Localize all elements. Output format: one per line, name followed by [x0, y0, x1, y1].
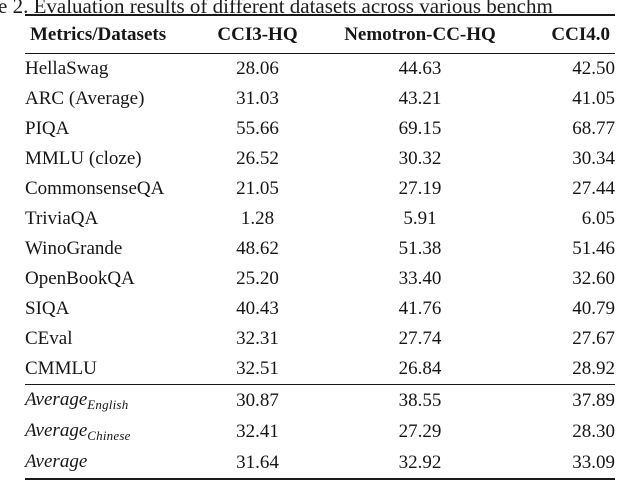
- value-cell: 30.87: [236, 389, 279, 411]
- value-cell: 51.38: [398, 238, 442, 259]
- value-cell: 28.30: [572, 420, 615, 442]
- table-row: HellaSwag 28.06 44.63 42.50: [25, 54, 615, 85]
- value-cell: 26.84: [398, 358, 442, 379]
- average-label: Average: [25, 419, 88, 441]
- table-row: WinoGrande 48.62 51.38 51.46: [25, 234, 615, 264]
- value-cell: 25.20: [236, 268, 279, 289]
- metric-cell: ARC (Average): [25, 88, 145, 109]
- metric-cell: HellaSwag: [25, 58, 109, 79]
- metric-cell: MMLU (cloze): [25, 148, 142, 169]
- value-cell: 31.03: [236, 88, 279, 109]
- value-cell: 40.79: [572, 298, 615, 319]
- table-caption: e 2. Evaluation results of different dat…: [0, 0, 553, 18]
- value-cell: 37.89: [572, 389, 615, 411]
- value-cell: 32.31: [236, 328, 279, 349]
- value-cell: 48.62: [236, 238, 279, 259]
- metric-cell: CEval: [25, 328, 73, 349]
- value-cell: 27.29: [398, 420, 442, 442]
- table-row: CMMLU 32.51 26.84 28.92: [25, 354, 615, 385]
- value-cell: 41.05: [572, 88, 615, 109]
- value-cell: 21.05: [236, 178, 279, 199]
- value-cell: 27.19: [398, 178, 442, 199]
- value-cell: 31.64: [236, 451, 279, 473]
- table-row: CEval 32.31 27.74 27.67: [25, 324, 615, 354]
- value-cell: 28.92: [572, 358, 615, 379]
- table-row: OpenBookQA 25.20 33.40 32.60: [25, 264, 615, 294]
- value-cell: 27.67: [572, 328, 615, 349]
- metric-cell: CMMLU: [25, 358, 97, 379]
- value-cell: 32.51: [236, 358, 279, 379]
- value-cell: 51.46: [572, 238, 615, 259]
- column-header-cci3-hq: CCI3-HQ: [217, 23, 298, 45]
- table-row: CommonsenseQA 21.05 27.19 27.44: [25, 174, 615, 204]
- table-row: TriviaQA 1.28 5.91 6.05: [25, 204, 615, 234]
- value-cell: 33.40: [398, 268, 442, 289]
- metric-cell: WinoGrande: [25, 238, 123, 259]
- table-row: PIQA 55.66 69.15 68.77: [25, 114, 615, 144]
- table-row: SIQA 40.43 41.76 40.79: [25, 294, 615, 324]
- column-header-nemotron: Nemotron-CC-HQ: [344, 23, 496, 45]
- column-header-metrics: Metrics/Datasets: [30, 23, 167, 45]
- value-cell: 32.60: [572, 268, 615, 289]
- value-cell: 28.06: [236, 58, 279, 79]
- value-cell: 5.91: [403, 208, 437, 229]
- value-cell: 40.43: [236, 298, 279, 319]
- value-cell: 55.66: [236, 118, 279, 139]
- column-header-cci4: CCI4.0: [551, 23, 610, 45]
- value-cell: 26.52: [236, 148, 279, 169]
- value-cell: 1.28: [240, 208, 275, 229]
- metric-cell: CommonsenseQA: [25, 178, 165, 199]
- value-cell: 27.74: [398, 328, 442, 349]
- table-row: MMLU (cloze) 26.52 30.32 30.34: [25, 144, 615, 174]
- value-cell: 38.55: [398, 389, 442, 411]
- metric-cell: PIQA: [25, 118, 70, 139]
- value-cell: 33.09: [572, 451, 615, 473]
- average-row: Average 31.64 32.92 33.09: [25, 447, 615, 479]
- metric-cell: SIQA: [25, 298, 70, 319]
- value-cell: 41.76: [398, 298, 442, 319]
- metric-cell: OpenBookQA: [25, 268, 135, 289]
- evaluation-results-table: Metrics/Datasets CCI3-HQ Nemotron-CC-HQ …: [25, 14, 615, 480]
- value-cell: 6.05: [581, 208, 615, 229]
- average-subscript: English: [87, 396, 129, 412]
- value-cell: 32.92: [398, 451, 442, 473]
- average-label-cell: AverageEnglish: [25, 385, 190, 417]
- value-cell: 30.34: [572, 148, 615, 169]
- value-cell: 69.15: [398, 118, 442, 139]
- value-cell: 68.77: [572, 118, 615, 139]
- metric-cell: TriviaQA: [25, 208, 99, 229]
- value-cell: 44.63: [398, 58, 442, 79]
- value-cell: 30.32: [398, 148, 442, 169]
- value-cell: 43.21: [398, 88, 442, 109]
- table-header: Metrics/Datasets CCI3-HQ Nemotron-CC-HQ …: [25, 15, 615, 54]
- average-label-cell: Average: [25, 447, 190, 479]
- average-rows: AverageEnglish 30.87 38.55 37.89 AverageChin…: [25, 385, 615, 480]
- average-label: Average: [25, 450, 88, 472]
- average-label: Average: [25, 388, 88, 410]
- average-label-cell: AverageChinese: [25, 416, 190, 447]
- average-row: AverageEnglish 30.87 38.55 37.89: [25, 385, 615, 417]
- average-row: AverageChinese 32.41 27.29 28.30: [25, 416, 615, 447]
- average-subscript: Chinese: [87, 427, 131, 443]
- value-cell: 27.44: [572, 178, 615, 199]
- value-cell: 32.41: [236, 420, 279, 442]
- header-row: Metrics/Datasets CCI3-HQ Nemotron-CC-HQ …: [25, 15, 615, 54]
- value-cell: 42.50: [572, 58, 615, 79]
- table-row: ARC (Average) 31.03 43.21 41.05: [25, 84, 615, 114]
- benchmark-rows: HellaSwag 28.06 44.63 42.50 ARC (Average) 31.…: [25, 54, 615, 385]
